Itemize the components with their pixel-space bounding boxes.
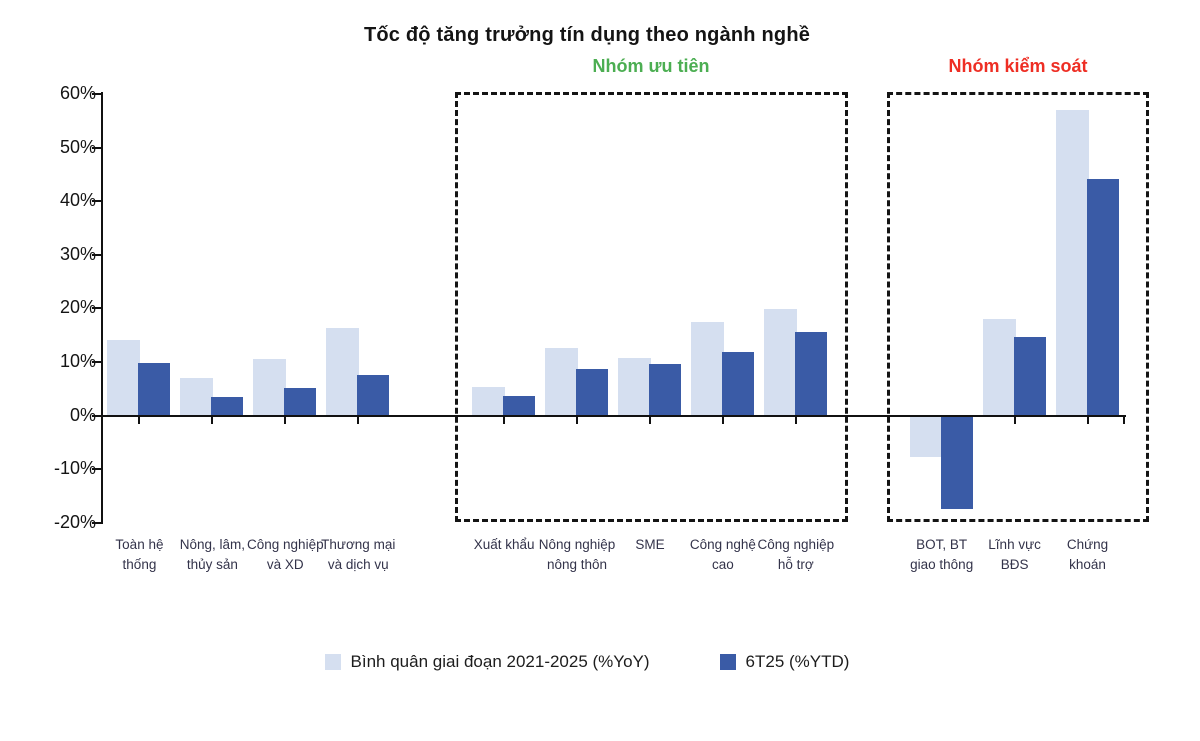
y-axis-label: 20%: [59, 297, 96, 318]
x-axis-tick: [721, 416, 724, 424]
bar-6t25: [138, 362, 171, 416]
y-axis-tick: [92, 92, 101, 95]
chart-title: Tốc độ tăng trưởng tín dụng theo ngành n…: [363, 24, 811, 46]
y-axis-tick: [92, 200, 101, 203]
bar-avg-2021-2025: [909, 416, 943, 457]
x-axis-end-tick: [1123, 416, 1125, 424]
y-axis-tick: [92, 307, 101, 310]
bar-6t25: [1086, 178, 1119, 416]
bar-6t25: [576, 369, 609, 416]
category-label: Chứng khoán: [1066, 537, 1109, 572]
x-axis-tick: [357, 416, 360, 424]
y-axis-tick: [92, 146, 101, 149]
y-axis-label: 30%: [59, 243, 96, 264]
y-axis-label: 50%: [59, 136, 96, 157]
category-label: Thương mại và dịch vụ: [321, 537, 396, 572]
y-axis-label: 0%: [69, 404, 96, 425]
bar-6t25: [648, 364, 681, 416]
x-axis-tick: [1013, 416, 1016, 424]
category-label: Nông nghiệp nông thôn: [538, 537, 616, 572]
bar-6t25: [503, 395, 536, 416]
y-axis-label: -10%: [53, 458, 96, 479]
bar-avg-2021-2025: [180, 377, 214, 416]
x-axis-tick: [1086, 416, 1089, 424]
category-label: SME: [635, 537, 665, 552]
category-label: Công nghiệp hỗ trợ: [757, 537, 835, 572]
bar-avg-2021-2025: [690, 322, 724, 416]
priority-group-label: Nhóm ưu tiên: [592, 56, 710, 76]
bar-avg-2021-2025: [326, 327, 360, 416]
category-label: Công nghệ cao: [689, 537, 756, 572]
legend-swatch-light: [324, 654, 341, 670]
control-group-box: [887, 92, 1149, 522]
y-axis-label: 60%: [59, 82, 96, 103]
x-axis-tick: [211, 416, 214, 424]
x-axis-tick: [503, 416, 506, 424]
priority-group-box: [455, 92, 848, 522]
category-label: Lĩnh vực BĐS: [988, 537, 1041, 572]
category-label: Nông, lâm, thủy sản: [179, 537, 246, 572]
bar-avg-2021-2025: [982, 319, 1016, 416]
chart-legend: Bình quân giai đoạn 2021-2025 (%YoY) 6T2…: [0, 652, 1174, 672]
legend-swatch-dark: [719, 654, 736, 670]
bar-avg-2021-2025: [253, 358, 287, 416]
legend-label-6t25: 6T25 (%YTD): [745, 652, 850, 671]
category-label: Xuất khẩu: [473, 537, 535, 552]
category-label: BOT, BT giao thông: [910, 537, 974, 572]
y-axis-label: 10%: [59, 350, 96, 371]
y-axis-line: [101, 92, 103, 524]
bar-6t25: [357, 374, 390, 416]
bar-avg-2021-2025: [617, 357, 651, 416]
bar-avg-2021-2025: [107, 340, 141, 416]
bar-avg-2021-2025: [545, 347, 579, 416]
category-label: Công nghiệp và XD: [247, 537, 324, 572]
y-axis-label: 40%: [59, 190, 96, 211]
bar-6t25: [284, 388, 317, 416]
x-axis-tick: [284, 416, 287, 424]
bar-6t25: [1013, 337, 1046, 416]
y-axis-tick: [92, 360, 101, 363]
y-axis-tick: [92, 253, 101, 256]
category-label: Toàn hệ thống: [115, 537, 164, 572]
control-group-label: Nhóm kiểm soát: [948, 56, 1088, 76]
bar-avg-2021-2025: [1055, 109, 1089, 416]
bar-avg-2021-2025: [763, 309, 797, 416]
x-axis-tick: [576, 416, 579, 424]
y-axis-tick: [92, 521, 101, 524]
bar-6t25: [211, 396, 244, 416]
y-axis-tick: [92, 414, 101, 417]
bar-avg-2021-2025: [472, 386, 506, 416]
bar-6t25: [721, 352, 754, 416]
x-axis-tick: [648, 416, 651, 424]
bar-6t25: [940, 416, 973, 509]
legend-label-average: Bình quân giai đoạn 2021-2025 (%YoY): [350, 652, 650, 671]
x-axis-line: [101, 414, 1126, 417]
legend-item-6t25: 6T25 (%YTD): [719, 652, 850, 672]
x-axis-tick: [138, 416, 141, 424]
y-axis-tick: [92, 468, 101, 471]
legend-item-average: Bình quân giai đoạn 2021-2025 (%YoY): [324, 652, 650, 672]
x-axis-tick: [794, 416, 797, 424]
y-axis-label: -20%: [53, 511, 96, 532]
bar-6t25: [794, 332, 827, 416]
